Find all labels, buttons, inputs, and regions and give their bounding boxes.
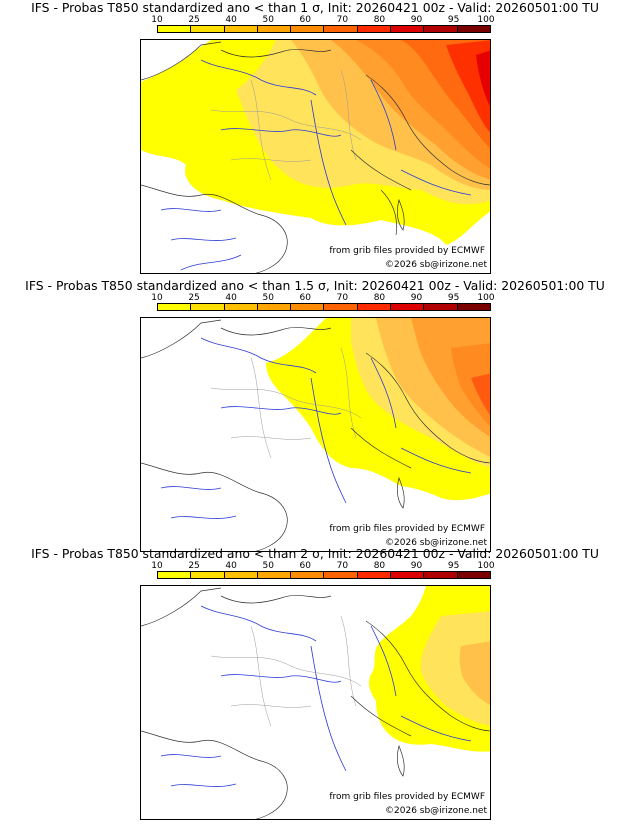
rivers [160, 605, 472, 787]
colorbar [157, 571, 491, 579]
colorbar-tick: 60 [299, 15, 312, 25]
map-graphic [141, 40, 490, 273]
data-source-credit: from grib files provided by ECMWF [329, 524, 485, 534]
colorbar-swatch [257, 304, 292, 310]
colorbar-tick: 95 [447, 561, 460, 571]
coastlines [141, 587, 490, 819]
map-panel-2: IFS - Probas T850 standardized ano < tha… [0, 278, 630, 552]
colorbar-swatch [424, 304, 458, 310]
prob-area-40 [459, 641, 490, 705]
colorbar-swatch [324, 572, 358, 578]
colorbar-swatch [257, 572, 292, 578]
prob-area-25 [420, 611, 490, 726]
colorbar [157, 25, 491, 33]
region-borders [210, 347, 362, 459]
map-graphic [141, 586, 490, 819]
region-borders [210, 69, 362, 181]
colorbar-swatch [457, 304, 490, 310]
probability-map: from grib files provided by ECMWF ©2026 … [140, 585, 491, 820]
colorbar-swatch [224, 572, 258, 578]
colorbar-tick: 95 [447, 293, 460, 303]
colorbar-tick: 60 [299, 561, 312, 571]
colorbar-tick: 80 [373, 293, 386, 303]
map-panel-1: IFS - Probas T850 standardized ano < tha… [0, 0, 630, 274]
probability-map: from grib files provided by ECMWF ©2026 … [140, 39, 491, 274]
panel-title: IFS - Probas T850 standardized ano < tha… [25, 278, 605, 293]
colorbar-swatch [158, 572, 192, 578]
rivers [160, 337, 472, 519]
colorbar-swatch [357, 26, 392, 32]
colorbar-tick: 10 [151, 15, 163, 25]
colorbar-tick: 90 [410, 293, 423, 303]
colorbar-swatch [158, 26, 192, 32]
map-panel-3: IFS - Probas T850 standardized ano < tha… [0, 546, 630, 820]
colorbar-tick: 50 [262, 293, 274, 303]
colorbar-tick: 50 [262, 561, 274, 571]
colorbar-tick: 25 [188, 561, 200, 571]
coastlines [141, 319, 490, 551]
colorbar-swatch [158, 304, 192, 310]
colorbar-tick-labels: 10 25 40 50 60 70 80 90 95 100 [151, 293, 495, 304]
colorbar-tick: 40 [225, 293, 237, 303]
colorbar-swatch [324, 26, 358, 32]
colorbar-swatch [291, 304, 325, 310]
coastlines [141, 41, 490, 273]
panel-title: IFS - Probas T850 standardized ano < tha… [31, 546, 599, 561]
colorbar-swatch [191, 26, 225, 32]
colorbar-tick: 70 [336, 293, 349, 303]
colorbar-tick: 10 [151, 293, 163, 303]
copyright-credit: ©2026 sb@irizone.net [385, 260, 487, 270]
prob-area-70 [471, 373, 490, 416]
colorbar-tick: 25 [188, 15, 200, 25]
colorbar-swatch [191, 572, 225, 578]
colorbar-swatch [391, 572, 425, 578]
colorbar-swatch [224, 304, 258, 310]
colorbar-swatch [424, 26, 458, 32]
colorbar-swatch [457, 26, 490, 32]
colorbar-tick: 95 [447, 15, 460, 25]
colorbar-tick: 80 [373, 15, 386, 25]
colorbar-swatch [391, 304, 425, 310]
colorbar-tick: 90 [410, 15, 423, 25]
map-graphic [141, 318, 490, 551]
copyright-credit: ©2026 sb@irizone.net [385, 538, 487, 548]
colorbar-swatch [224, 26, 258, 32]
colorbar-swatch [257, 26, 292, 32]
colorbar-swatch [357, 304, 392, 310]
panel-title: IFS - Probas T850 standardized ano < tha… [31, 0, 599, 15]
colorbar [157, 303, 491, 311]
copyright-credit: ©2026 sb@irizone.net [385, 806, 487, 816]
colorbar-tick: 40 [225, 561, 237, 571]
colorbar-tick: 70 [336, 561, 349, 571]
colorbar-swatch [291, 572, 325, 578]
colorbar-tick: 100 [477, 561, 495, 571]
colorbar-swatch [291, 26, 325, 32]
colorbar-swatch [424, 572, 458, 578]
region-borders [210, 615, 362, 727]
colorbar-swatch [391, 26, 425, 32]
colorbar-tick: 90 [410, 561, 423, 571]
colorbar-tick: 50 [262, 15, 274, 25]
colorbar-tick: 100 [477, 15, 495, 25]
data-source-credit: from grib files provided by ECMWF [329, 246, 485, 256]
data-source-credit: from grib files provided by ECMWF [329, 792, 485, 802]
prob-area-60 [451, 343, 490, 427]
colorbar-tick: 40 [225, 15, 237, 25]
colorbar-tick: 60 [299, 293, 312, 303]
probability-map: from grib files provided by ECMWF ©2026 … [140, 317, 491, 552]
colorbar-tick: 80 [373, 561, 386, 571]
colorbar-tick: 10 [151, 561, 163, 571]
colorbar-tick-labels: 10 25 40 50 60 70 80 90 95 100 [151, 15, 495, 26]
colorbar-tick: 100 [477, 293, 495, 303]
colorbar-tick: 70 [336, 15, 349, 25]
rivers [160, 59, 472, 271]
colorbar-swatch [457, 572, 490, 578]
colorbar-swatch [324, 304, 358, 310]
colorbar-tick-labels: 10 25 40 50 60 70 80 90 95 100 [151, 561, 495, 572]
colorbar-swatch [191, 304, 225, 310]
colorbar-swatch [357, 572, 392, 578]
colorbar-tick: 25 [188, 293, 200, 303]
prob-area-90 [476, 50, 490, 107]
